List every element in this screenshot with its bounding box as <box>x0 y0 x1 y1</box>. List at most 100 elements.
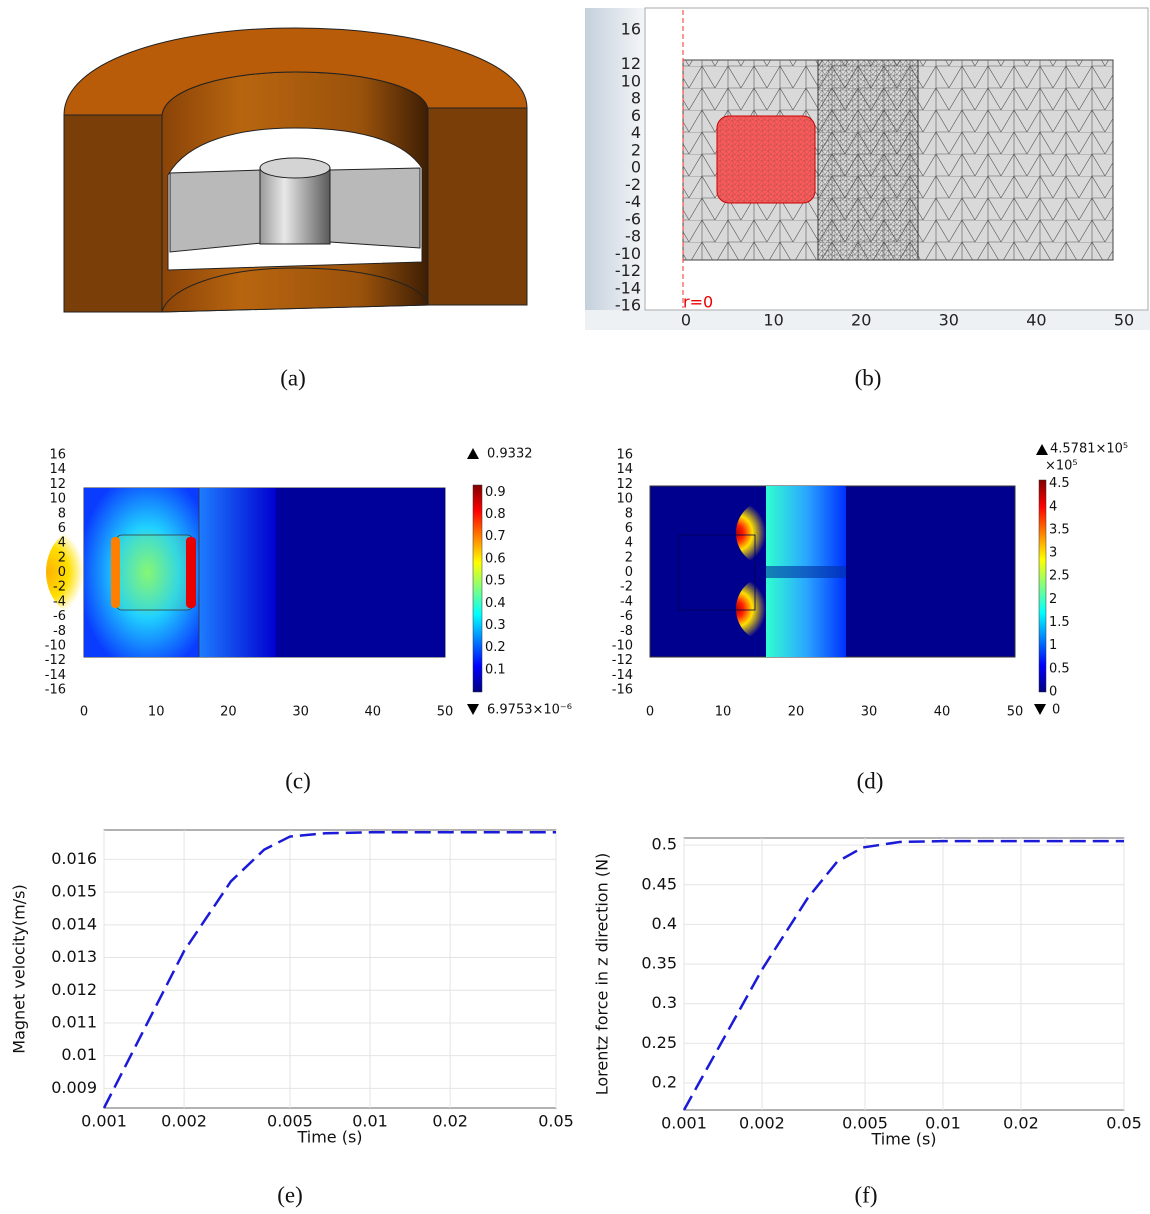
field-mid <box>199 488 276 657</box>
y-tick-label: 8 <box>631 89 641 108</box>
x-tick-label: 10 <box>763 311 783 330</box>
hot-spot <box>736 501 796 565</box>
field-far <box>276 488 445 657</box>
y-tick-label: -2 <box>620 580 633 595</box>
y-tick-label: 0.015 <box>51 882 97 901</box>
y-tick-label: 0.016 <box>51 849 97 868</box>
x-axis-label: Time (s) <box>296 1128 362 1147</box>
colorbar-min: 6.9753×10⁻⁶ <box>487 703 572 718</box>
hot-spot <box>736 577 796 641</box>
y-tick-label: 12 <box>49 477 66 492</box>
x-tick-label: 40 <box>365 705 382 720</box>
colorbar-tick-label: 0.7 <box>485 529 506 544</box>
y-tick-label: -16 <box>615 296 641 315</box>
y-tick-label: 4 <box>625 536 633 551</box>
colorbar-tick-label: 4.5 <box>1049 476 1070 491</box>
y-tick-label: 6 <box>631 106 641 125</box>
annotation: r=0 <box>683 293 713 312</box>
magnet-outline <box>116 535 193 610</box>
y-tick-label: -6 <box>620 609 633 624</box>
x-tick-label: 0.002 <box>161 1112 207 1131</box>
max-marker <box>1036 444 1048 455</box>
y-tick-label: 16 <box>616 448 633 463</box>
x-tick-label: 20 <box>851 311 871 330</box>
y-tick-label: -4 <box>625 192 641 211</box>
y-tick-label: 0.25 <box>641 1033 677 1052</box>
y-tick-label: 0.3 <box>652 993 677 1012</box>
y-tick-label: -4 <box>620 594 633 609</box>
y-tick-label: 0.4 <box>652 914 677 933</box>
max-marker <box>467 448 479 459</box>
front-right <box>428 108 527 305</box>
y-tick-label: 0.014 <box>51 914 97 933</box>
y-tick-label: 6 <box>625 521 633 536</box>
y-tick-label: -10 <box>612 638 633 653</box>
x-tick-label: 10 <box>715 705 732 720</box>
caption: (a) <box>280 365 306 390</box>
y-tick-label: -14 <box>45 668 66 683</box>
y-tick-label: 0.013 <box>51 947 97 966</box>
y-tick-label: 10 <box>616 492 633 507</box>
y-axis-label: Magnet velocity(m/s) <box>10 884 29 1053</box>
y-tick-label: 4 <box>58 536 66 551</box>
y-tick-label: 0.012 <box>51 980 97 999</box>
colorbar-min: 0 <box>1052 703 1060 718</box>
field-plot-c <box>46 448 482 715</box>
magnet-cylinder <box>260 168 330 244</box>
y-tick-label: -10 <box>45 638 66 653</box>
x-tick-label: 20 <box>220 705 237 720</box>
y-tick-label: 4 <box>631 123 641 142</box>
y-axis-label: Lorentz force in z direction (N) <box>593 853 612 1096</box>
y-tick-label: 0.01 <box>61 1045 97 1064</box>
colorbar-tick-label: 0.8 <box>485 507 506 522</box>
y-tick-label: -4 <box>53 594 66 609</box>
colorbar <box>473 485 482 692</box>
colorbar-tick-label: 3.5 <box>1049 522 1070 537</box>
colorbar-tick-label: 0.9 <box>485 485 506 500</box>
colorbar <box>1039 480 1046 692</box>
x-tick-label: 0.002 <box>739 1114 785 1133</box>
x-tick-label: 30 <box>861 705 878 720</box>
y-tick-label: 0 <box>631 158 641 177</box>
min-marker <box>1034 704 1046 715</box>
y-tick-label: 0.45 <box>641 874 677 893</box>
y-tick-label: 0.009 <box>51 1078 97 1097</box>
x-tick-label: 30 <box>939 311 959 330</box>
colorbar-tick-label: 4 <box>1049 499 1057 514</box>
front-left <box>64 115 162 312</box>
y-tick-label: -16 <box>45 683 66 698</box>
colorbar-tick-label: 0.5 <box>485 574 506 589</box>
x-tick-label: 50 <box>1007 705 1024 720</box>
x-tick-label: 20 <box>788 705 805 720</box>
magnet-edge <box>186 537 196 608</box>
device-drawing <box>64 28 527 312</box>
y-tick-label: -8 <box>53 624 66 639</box>
plate-right <box>330 168 420 248</box>
colorbar-tick-label: 0.6 <box>485 551 506 566</box>
y-tick-label: 16 <box>49 448 66 463</box>
plot-frame <box>684 838 1124 1110</box>
y-tick-label: -12 <box>612 653 633 668</box>
y-tick-label: 2 <box>631 140 641 159</box>
x-tick-label: 40 <box>934 705 951 720</box>
plate-left <box>170 170 262 252</box>
y-tick-label: -2 <box>53 580 66 595</box>
colorbar-multiplier: ×10⁵ <box>1045 459 1078 474</box>
y-tick-label: 12 <box>616 477 633 492</box>
magnet-edge <box>111 537 120 608</box>
colorbar-max: 4.5781×10⁵ <box>1050 442 1128 457</box>
y-tick-label: 0.2 <box>652 1073 677 1092</box>
caption: (e) <box>277 1182 303 1207</box>
colorbar-tick-label: 3 <box>1049 546 1057 561</box>
colorbar-max: 0.9332 <box>487 447 533 462</box>
x-tick-label: 0.001 <box>81 1112 127 1131</box>
y-tick-label: -8 <box>625 227 641 246</box>
x-tick-label: 0.05 <box>538 1112 574 1131</box>
y-tick-label: 0 <box>625 565 633 580</box>
x-tick-label: 0.05 <box>1106 1114 1142 1133</box>
colorbar-tick-label: 0.2 <box>485 640 506 655</box>
colorbar-tick-label: 0.5 <box>1049 661 1070 676</box>
y-tick-label: 2 <box>58 550 66 565</box>
magnet-mesh <box>717 116 815 203</box>
colorbar-tick-label: 2 <box>1049 592 1057 607</box>
